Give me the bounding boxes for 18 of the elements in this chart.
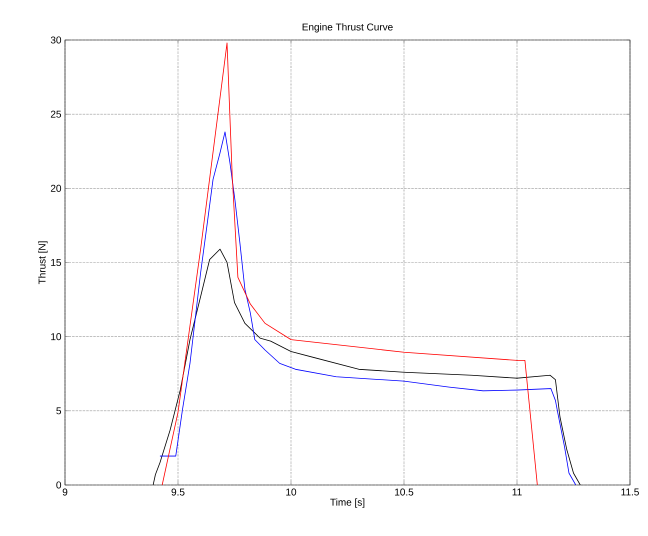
y-tick-label: 20 [50,184,62,192]
y-tick-label: 15 [51,259,62,266]
chart-title: Engine Thrust Curve [302,23,393,32]
y-tick-label: 25 [50,110,62,118]
x-tick-label: 11.5 [621,488,639,496]
y-axis-title: Thrust [N] [38,241,48,284]
y-tick-label: 0 [56,481,62,489]
x-tick-label: 10 [286,488,296,496]
x-tick-label: 11 [512,488,522,496]
y-tick-label: 5 [56,407,62,414]
x-tick-label: 9 [62,488,68,496]
line-series [162,42,538,485]
y-tick-label: 10 [51,333,62,340]
line-series [160,132,576,485]
x-axis-title: Time [s] [330,498,364,508]
y-tick-label: 30 [50,36,62,44]
x-tick-label: 9.5 [172,488,185,496]
x-tick-label: 10.5 [395,488,414,496]
